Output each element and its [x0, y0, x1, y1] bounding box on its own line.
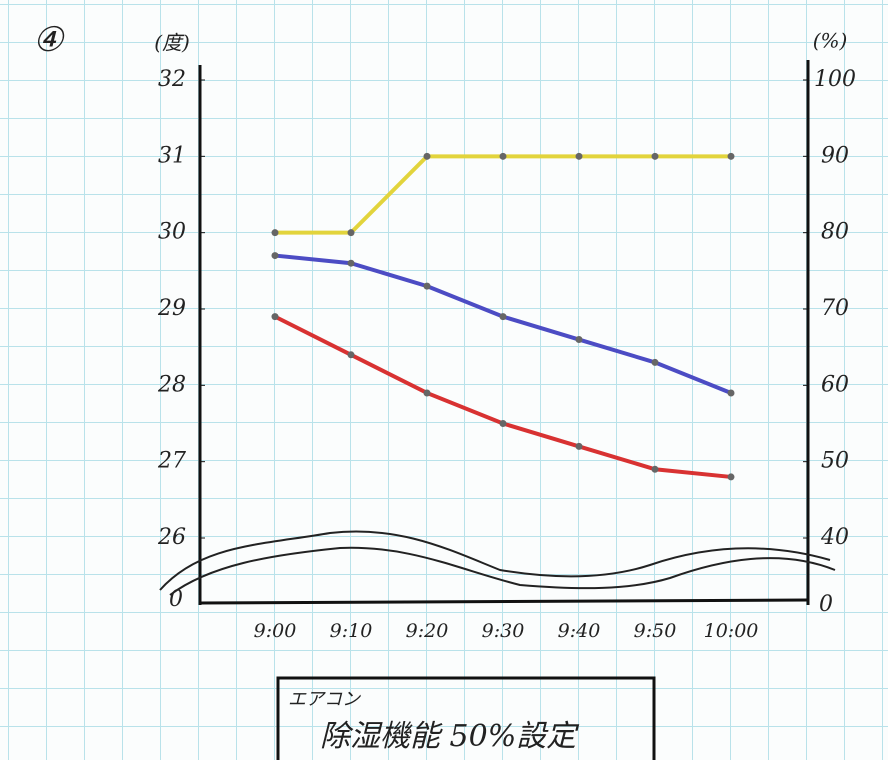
y2-tick-label: 40 — [820, 525, 849, 550]
note-small: エアコン — [288, 689, 361, 710]
y2-tick-label: 90 — [821, 143, 849, 168]
point — [423, 282, 431, 290]
x-tick-label: 9:00 — [254, 620, 297, 642]
note-main: 除湿機能 50%設定 — [320, 719, 579, 754]
y-tick-label: 30 — [158, 220, 186, 245]
x-tick-label: 9:40 — [558, 620, 601, 642]
series-line — [273, 253, 733, 395]
y2-break-label: 0 — [819, 592, 833, 617]
x-axis — [199, 598, 809, 605]
point — [271, 229, 279, 237]
series-line — [273, 154, 733, 235]
point — [727, 389, 735, 397]
wave-line — [169, 546, 836, 596]
y2-axis-label: (%) — [813, 29, 848, 53]
point — [347, 351, 355, 359]
y2-tick-label: 70 — [821, 296, 849, 321]
point — [347, 229, 355, 237]
point — [651, 152, 659, 160]
chart-marker: ④ — [33, 20, 65, 60]
point — [727, 473, 735, 481]
x-tick-label: 9:20 — [406, 620, 449, 642]
series-line — [273, 314, 733, 479]
y2-tick-label: 100 — [814, 67, 856, 92]
y2-tick-label: 80 — [821, 220, 849, 245]
point — [347, 259, 355, 267]
y-tick-label: 31 — [158, 143, 186, 168]
y2-tick-label: 50 — [821, 449, 849, 474]
y-axis-label: (度) — [154, 31, 190, 55]
point — [727, 152, 735, 160]
point — [651, 358, 659, 366]
point — [575, 442, 583, 450]
point — [271, 313, 279, 321]
point — [499, 420, 507, 427]
y-tick-label: 28 — [157, 372, 186, 397]
y-tick-label: 32 — [158, 67, 186, 92]
x-tick-label: 10:00 — [704, 620, 759, 642]
point — [575, 152, 583, 160]
point — [651, 465, 659, 473]
y2-tick-label: 60 — [821, 372, 849, 397]
x-tick-label: 9:30 — [482, 620, 525, 642]
x-tick-label: 9:10 — [330, 620, 373, 642]
point — [423, 152, 431, 160]
y-tick-label: 26 — [157, 525, 186, 550]
y-tick-label: 29 — [157, 296, 186, 321]
wave-line — [159, 530, 831, 591]
x-tick-label: 9:50 — [634, 620, 677, 642]
point — [499, 152, 507, 160]
point — [271, 252, 279, 260]
note-box — [276, 676, 656, 760]
point — [499, 313, 507, 321]
point — [423, 389, 431, 397]
point — [575, 336, 583, 344]
y-tick-label: 27 — [157, 449, 186, 474]
